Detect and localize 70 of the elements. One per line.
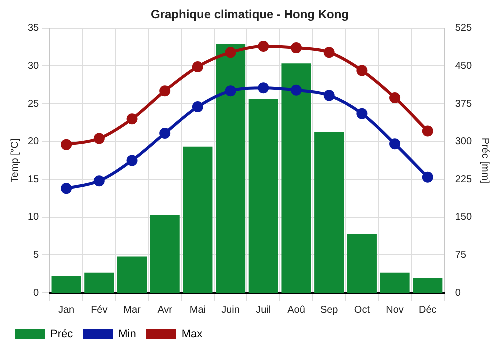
bar xyxy=(150,215,180,293)
bar xyxy=(314,132,344,293)
point xyxy=(225,47,236,58)
point xyxy=(61,139,72,150)
y2-axis-title: Préc [mm] xyxy=(479,138,490,184)
y2-tick-label: 300 xyxy=(455,136,472,148)
x-tick-label: Juil xyxy=(256,304,272,316)
x-tick-label: Sep xyxy=(320,304,339,316)
y-tick-label: 15 xyxy=(28,174,40,186)
point xyxy=(61,183,72,194)
bar xyxy=(52,276,82,293)
point xyxy=(258,41,270,52)
point xyxy=(258,82,270,94)
point xyxy=(290,84,302,96)
y2-tick-label: 525 xyxy=(455,23,472,34)
chart-title: Graphique climatique - Hong Kong xyxy=(151,8,349,22)
point xyxy=(160,86,171,97)
point xyxy=(126,155,138,166)
y-tick-label: 20 xyxy=(28,136,40,148)
bar xyxy=(380,272,410,293)
point xyxy=(192,61,204,72)
y-tick-label: 0 xyxy=(34,288,40,299)
y-tick-label: 35 xyxy=(28,23,40,34)
legend-label: Min xyxy=(118,328,136,341)
point xyxy=(94,176,105,187)
point xyxy=(324,47,335,58)
y-tick-label: 10 xyxy=(28,212,40,224)
point xyxy=(94,133,105,144)
bar xyxy=(347,234,377,293)
point xyxy=(324,90,335,102)
bar xyxy=(183,146,213,293)
y-axis-title: Temp [°C] xyxy=(10,138,21,183)
bar xyxy=(84,272,114,293)
bar xyxy=(282,64,312,293)
y2-tick-label: 375 xyxy=(455,98,472,110)
y-tick-label: 5 xyxy=(34,250,40,261)
x-tick-label: Nov xyxy=(386,304,404,316)
y-tick-label: 30 xyxy=(28,60,40,72)
x-tick-label: Fév xyxy=(91,304,108,316)
x-tick-label: Oct xyxy=(354,304,370,316)
point xyxy=(290,42,302,54)
x-tick-label: Juin xyxy=(222,304,240,316)
y2-tick-label: 150 xyxy=(455,212,472,224)
point xyxy=(192,102,204,113)
x-tick-label: Mar xyxy=(124,304,142,316)
y2-tick-label: 450 xyxy=(455,60,472,72)
x-tick-label: Aoû xyxy=(288,304,306,316)
point xyxy=(422,172,434,183)
point xyxy=(390,92,401,104)
bar xyxy=(216,44,246,293)
point xyxy=(422,126,434,137)
point xyxy=(390,138,401,150)
y2-tick-label: 225 xyxy=(455,174,472,186)
point xyxy=(356,108,368,120)
y2-tick-label: 0 xyxy=(455,288,462,299)
y-tick-label: 25 xyxy=(28,98,40,110)
x-tick-label: Mai xyxy=(190,304,206,316)
bar xyxy=(117,256,148,293)
point xyxy=(225,86,236,97)
point xyxy=(356,65,368,76)
x-tick-label: Avr xyxy=(158,304,174,316)
y2-tick-label: 75 xyxy=(455,250,467,261)
x-tick-label: Déc xyxy=(418,304,437,316)
x-tick-label: Jan xyxy=(58,304,75,316)
legend-label: Max xyxy=(182,328,204,341)
point xyxy=(126,114,138,125)
legend-label: Préc xyxy=(50,328,74,341)
point xyxy=(160,128,171,139)
bar xyxy=(248,98,278,293)
bar xyxy=(413,278,443,293)
